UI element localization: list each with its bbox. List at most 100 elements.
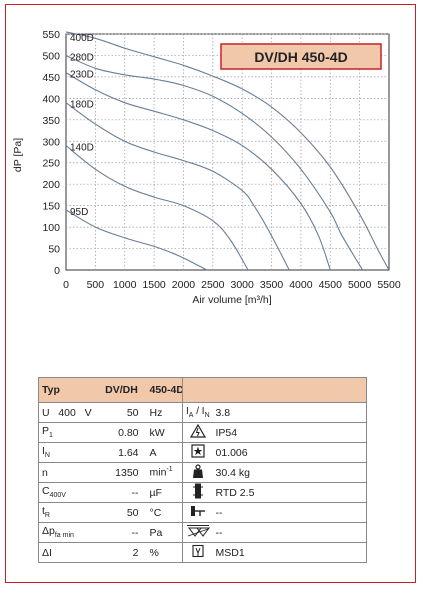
x-tick-label: 3500	[260, 279, 284, 291]
x-tick-label: 3000	[231, 279, 255, 291]
spec-param-voltage: 400 V	[49, 406, 92, 419]
chart-curves	[65, 31, 390, 271]
spec-param-symbol: Δp	[42, 525, 55, 538]
spec-right-value: --	[212, 502, 367, 523]
spec-value: 1350	[96, 462, 147, 483]
spec-unit-text: Pa	[149, 526, 163, 539]
x-tick-label: 500	[87, 279, 105, 291]
star-box-icon	[182, 442, 213, 463]
curve-label-95d: 95D	[70, 207, 88, 218]
fan-curve-chart: 0 50 100 150 200 250 300 350 400 450 500 550 0 500 10…	[12, 29, 401, 306]
spec-table: Typ DV/DH 450-4D U 400 V 50 Hz IA / IN 3.8 P1…	[38, 377, 367, 563]
spec-param-subscript: 1	[49, 432, 53, 440]
y-tick-label: 550	[42, 29, 60, 41]
current-ratio-symbol: IA / IN	[182, 402, 213, 423]
y-tick-label: 250	[42, 158, 60, 170]
spec-unit-text: Hz	[149, 406, 163, 419]
spec-param: tR	[38, 502, 97, 523]
motor-protection-icon-glyph	[186, 524, 210, 538]
spec-unit: min-1	[146, 462, 183, 483]
spec-param-symbol: U	[42, 406, 50, 419]
spec-value: 0.80	[96, 422, 147, 443]
spec-value: --	[96, 482, 147, 503]
spec-param-symbol: C	[42, 485, 50, 498]
spec-unit-text: min	[149, 466, 167, 479]
spec-param-subscript: 400V	[49, 492, 66, 500]
y-tick-label: 500	[42, 50, 60, 62]
spec-unit: Hz	[146, 402, 183, 423]
spec-row: C400V -- µF RTD 2.5	[38, 482, 367, 503]
spec-header-model-a: DV/DH	[96, 377, 147, 403]
spec-param-subscript: R	[44, 512, 50, 520]
spec-param: IN	[38, 442, 97, 463]
curve-95d	[65, 209, 208, 271]
spec-unit: %	[146, 542, 183, 563]
spec-row: tR 50 °C --	[38, 502, 367, 523]
x-tick-label: 2000	[172, 279, 196, 291]
page-frame	[5, 4, 416, 583]
spec-right-value: 30.4 kg	[212, 462, 367, 483]
chart-grid	[65, 33, 390, 271]
current-ratio-b-sub: N	[204, 412, 210, 419]
y-tick-label: 300	[42, 136, 60, 148]
spec-right-value: RTD 2.5	[212, 482, 367, 503]
spec-right-value: MSD1	[212, 542, 367, 563]
x-tick-label: 0	[63, 279, 69, 291]
spec-param: C400V	[38, 482, 97, 503]
spec-row: IN 1.64 A 01.006	[38, 442, 367, 463]
thermal-contact-icon	[182, 482, 213, 503]
spec-unit-text: °C	[149, 506, 162, 519]
spec-param: Δpfa min	[38, 522, 97, 543]
spec-row: Δpfa min -- Pa --	[38, 522, 367, 543]
spec-header-typ: Typ	[38, 377, 97, 403]
spec-param-subscript: N	[44, 452, 50, 460]
y-axis-label: dP [Pa]	[12, 138, 24, 172]
spec-param: U 400 V	[38, 402, 97, 423]
spec-right-value: 3.8	[212, 402, 367, 423]
spec-param-symbol: I	[42, 445, 45, 458]
y-tick-label: 0	[54, 265, 60, 277]
thermal-contact-icon-glyph	[192, 483, 204, 500]
spec-unit-text: A	[149, 446, 157, 459]
y-tick-label: 450	[42, 72, 60, 84]
current-ratio-b: I	[201, 406, 205, 417]
curve-label-280d: 280D	[70, 52, 94, 63]
spec-header-right	[182, 377, 367, 403]
star-box-icon-glyph	[191, 444, 205, 458]
spec-unit: Pa	[146, 522, 183, 543]
current-ratio-sep: /	[193, 406, 202, 417]
curve-label-400d: 400D	[70, 33, 94, 44]
spec-right-value: --	[212, 522, 367, 543]
spec-value: 50	[96, 402, 147, 423]
spec-header-model-b: 450-4D	[146, 377, 183, 403]
y-tick-labels: 0 50 100 150 200 250 300 350 400 450 500 550	[42, 29, 60, 277]
spec-unit-text: kW	[149, 426, 165, 439]
chart-title-box	[220, 43, 382, 70]
curve-280d	[65, 54, 364, 271]
thermistor-icon	[182, 502, 213, 523]
x-tick-label: 4000	[289, 279, 313, 291]
y-tick-label: 50	[48, 244, 60, 256]
y-tick-label: 150	[42, 201, 60, 213]
spec-row: U 400 V 50 Hz IA / IN 3.8	[38, 402, 367, 423]
y-tick-label: 200	[42, 179, 60, 191]
spec-param-symbol: ΔI	[42, 546, 52, 559]
spec-header-row: Typ DV/DH 450-4D	[38, 377, 367, 403]
spec-unit: °C	[146, 502, 183, 523]
x-axis-label: Air volume [m³/h]	[192, 294, 271, 306]
y-tick-label: 350	[42, 115, 60, 127]
curve-230d	[65, 72, 331, 271]
curve-label-180d: 180D	[70, 100, 94, 111]
spec-value: 2	[96, 542, 147, 563]
spec-row: P1 0.80 kW IP54	[38, 422, 367, 443]
x-tick-label: 2500	[201, 279, 225, 291]
spec-param-symbol: n	[42, 466, 48, 479]
spec-unit-text: µF	[149, 486, 162, 499]
spec-right-value: 01.006	[212, 442, 367, 463]
curve-180d	[65, 102, 290, 271]
spec-value: 1.64	[96, 442, 147, 463]
spec-unit-superscript: -1	[166, 466, 173, 474]
weight-icon-glyph	[192, 463, 204, 479]
spec-param-symbol: t	[42, 505, 45, 518]
spec-unit: kW	[146, 422, 183, 443]
